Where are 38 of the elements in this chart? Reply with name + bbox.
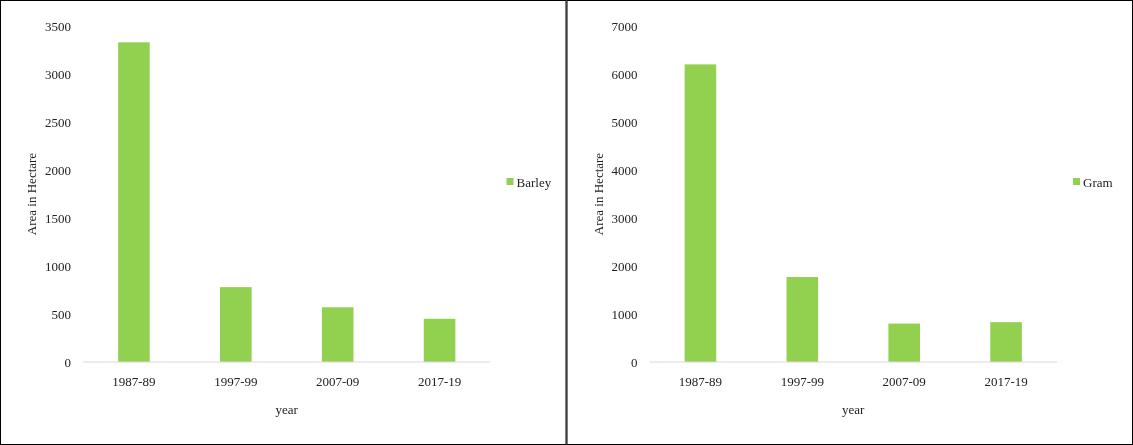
bar: [321, 307, 354, 362]
y-tick-label: 0: [631, 354, 638, 370]
x-tick-label: 2007-09: [882, 374, 926, 389]
y-axis-title: Area in Hectare: [24, 152, 39, 236]
y-tick-label: 6000: [611, 66, 638, 82]
y-tick-label: 0: [64, 354, 71, 370]
y-tick-label: 3000: [45, 66, 71, 82]
x-tick-label: 1997-99: [214, 374, 258, 389]
x-tick-label: 1987-89: [678, 374, 723, 389]
x-tick-label: 1997-99: [780, 374, 824, 389]
x-tick-label: 2017-19: [417, 374, 462, 389]
bar: [423, 318, 456, 362]
x-axis-title: year: [275, 402, 299, 417]
legend-label: Barley: [516, 174, 552, 190]
y-tick-label: 1000: [611, 306, 638, 322]
bar: [118, 42, 150, 362]
y-tick-label: 4000: [611, 162, 638, 178]
bar: [684, 64, 717, 362]
y-tick-label: 500: [51, 306, 71, 322]
y-tick-label: 3500: [45, 18, 71, 34]
bar: [220, 287, 252, 362]
bar: [990, 322, 1022, 362]
x-axis-title: year: [842, 402, 866, 417]
y-axis-title: Area in Hectare: [590, 152, 606, 236]
y-tick-label: 1000: [45, 258, 71, 274]
x-tick-label: 2007-09: [316, 374, 360, 389]
y-tick-label: 1500: [45, 210, 71, 226]
y-tick-label: 2000: [611, 258, 638, 274]
legend-label: Gram: [1083, 174, 1113, 190]
bar: [888, 323, 920, 362]
bar: [786, 277, 819, 362]
x-tick-label: 1987-89: [112, 374, 156, 389]
y-tick-label: 2000: [45, 162, 71, 178]
y-tick-label: 2500: [45, 114, 71, 130]
x-tick-label: 2017-19: [984, 374, 1028, 389]
y-tick-label: 7000: [611, 18, 638, 34]
y-tick-label: 3000: [611, 210, 638, 226]
y-tick-label: 5000: [611, 114, 638, 130]
